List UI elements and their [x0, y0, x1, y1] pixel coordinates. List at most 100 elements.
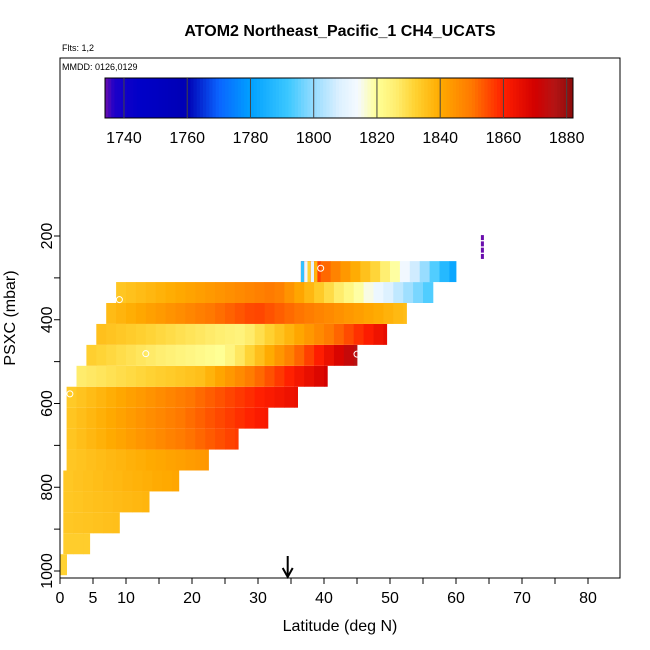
heatmap-cell — [333, 344, 345, 366]
heatmap-cell — [96, 386, 107, 408]
heatmap-cell — [205, 365, 216, 387]
heatmap-cell — [234, 365, 246, 387]
colorbar-swatch — [215, 78, 220, 118]
heatmap-cell — [195, 428, 206, 450]
heatmap-cell — [155, 365, 166, 387]
heatmap-cell — [324, 323, 335, 345]
colorbar-swatch — [490, 78, 495, 118]
heatmap-cell — [294, 344, 305, 366]
colorbar-swatch — [357, 78, 362, 118]
heatmap-cell — [205, 407, 216, 429]
heatmap-cell — [175, 386, 186, 408]
colorbar-swatch — [465, 78, 470, 118]
heatmap-cell — [165, 407, 176, 429]
heatmap-cell — [116, 344, 127, 366]
heatmap-cell — [264, 303, 275, 324]
heatmap-cell — [409, 261, 421, 283]
colorbar-swatch — [414, 78, 419, 118]
colorbar-swatch — [512, 78, 517, 118]
heatmap-cell — [333, 323, 345, 345]
outlier-mark — [480, 241, 484, 247]
colorbar-swatch — [282, 78, 286, 118]
heatmap-cell — [86, 344, 97, 366]
heatmap-cell — [314, 365, 325, 387]
heatmap-cell — [175, 282, 186, 303]
heatmap-cell — [135, 407, 147, 429]
heatmap-cell — [383, 282, 394, 303]
heatmap-cell — [96, 449, 107, 471]
colorbar-swatch — [218, 78, 223, 118]
x-tick-label: 5 — [89, 590, 98, 607]
heatmap-cell — [145, 344, 157, 366]
heatmap-cell — [116, 407, 127, 429]
heatmap-cell — [330, 261, 341, 283]
heatmap-cell — [294, 386, 298, 408]
colorbar-tick-label: 1860 — [486, 130, 522, 147]
heatmap-cell — [343, 303, 355, 324]
colorbar-tick-label: 1800 — [296, 130, 332, 147]
heatmap-cell — [284, 344, 295, 366]
colorbar-swatch — [307, 78, 311, 118]
heatmap-cell — [304, 323, 315, 345]
colorbar-swatch — [474, 78, 479, 118]
colorbar-swatch — [228, 78, 232, 118]
heatmap-cell — [165, 428, 176, 450]
heatmap-cell — [152, 470, 163, 492]
colorbar: 1740 1760 1780 1800 1820 1840 1860 1880 — [104, 77, 585, 147]
heatmap-cell — [165, 365, 176, 387]
heatmap-cell — [254, 344, 265, 366]
heatmap-cell — [86, 428, 97, 450]
heatmap-cell — [254, 323, 265, 345]
x-tick-label: 30 — [249, 590, 267, 607]
heatmap-cell — [264, 282, 275, 303]
colorbar-swatch — [152, 78, 156, 118]
heatmap-cell — [343, 323, 355, 345]
heatmap-cell — [284, 386, 295, 408]
colorbar-swatch — [133, 78, 138, 118]
heatmap-cell — [165, 386, 176, 408]
data-marks — [66, 235, 484, 580]
open-circle-marker — [317, 264, 325, 272]
heatmap-cell — [126, 386, 137, 408]
heatmap-cell — [86, 365, 97, 387]
heatmap-cell — [205, 428, 216, 450]
colorbar-swatch — [206, 78, 210, 118]
heatmap-cell — [205, 282, 216, 303]
colorbar-swatch — [323, 78, 327, 118]
colorbar-swatch — [332, 78, 337, 118]
colorbar-swatch — [187, 78, 191, 118]
heatmap-cell — [106, 428, 117, 450]
heatmap-cell — [244, 407, 256, 429]
colorbar-swatch — [531, 78, 536, 118]
heatmap-cell — [165, 344, 176, 366]
colorbar-swatch — [142, 78, 147, 118]
heatmap-cell — [76, 449, 87, 471]
colorbar-swatch — [541, 78, 545, 118]
heatmap-cell — [324, 282, 335, 303]
heatmap-cell — [145, 386, 157, 408]
heatmap-cell — [175, 407, 186, 429]
heatmap-cells — [60, 261, 457, 576]
open-circle-marker — [115, 296, 123, 304]
x-tick-label: 80 — [579, 590, 597, 607]
heatmap-cell — [225, 344, 236, 366]
colorbar-swatch — [503, 78, 507, 118]
colorbar-swatch — [506, 78, 511, 118]
colorbar-swatch — [509, 78, 514, 118]
heatmap-cell — [373, 323, 384, 345]
heatmap-cell — [294, 282, 305, 303]
y-axis: 200 400 600 800 1000 — [39, 223, 60, 589]
heatmap-cell — [135, 386, 147, 408]
heatmap-cell — [175, 323, 186, 345]
heatmap-cell — [83, 533, 91, 555]
colorbar-swatch — [234, 78, 239, 118]
heatmap-cell — [314, 303, 325, 324]
heatmap-cell — [102, 491, 114, 513]
heatmap-cell — [310, 261, 315, 283]
colorbar-swatch — [452, 78, 457, 118]
heatmap-cell — [205, 303, 216, 324]
heatmap-cell — [234, 386, 246, 408]
heatmap-cell — [116, 303, 127, 324]
colorbar-swatch — [497, 78, 501, 118]
colorbar-swatch — [361, 78, 365, 118]
